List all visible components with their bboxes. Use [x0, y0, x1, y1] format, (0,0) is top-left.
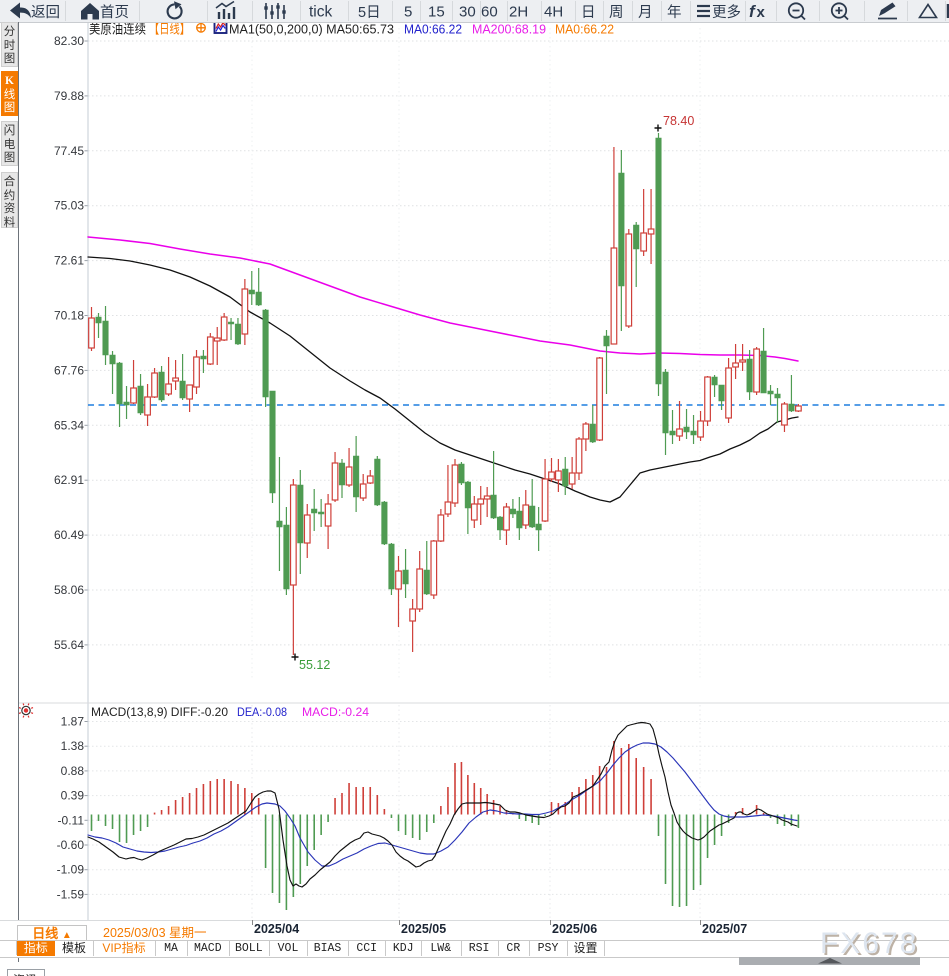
- svg-text:30: 30: [459, 4, 476, 21]
- svg-text:-0.11: -0.11: [58, 813, 85, 827]
- svg-text:DEA:-0.08: DEA:-0.08: [237, 705, 287, 719]
- svg-text:5日: 5日: [358, 5, 381, 21]
- svg-text:MACD(13,8,9) DIFF:-0.20: MACD(13,8,9) DIFF:-0.20: [91, 705, 228, 719]
- svg-text:-1.09: -1.09: [57, 863, 85, 877]
- svg-text:55.64: 55.64: [54, 638, 84, 652]
- svg-text:0.88: 0.88: [61, 764, 85, 778]
- svg-text:tick: tick: [309, 4, 333, 21]
- svg-text:美原油连续: 美原油连续: [89, 22, 146, 37]
- svg-text:79.88: 79.88: [54, 89, 84, 103]
- svg-text:年: 年: [667, 4, 682, 21]
- svg-text:5: 5: [404, 4, 412, 21]
- svg-text:MACD:-0.24: MACD:-0.24: [302, 705, 369, 719]
- svg-text:1.38: 1.38: [61, 739, 85, 753]
- svg-text:MA0:66.22: MA0:66.22: [404, 23, 462, 37]
- svg-text:-0.60: -0.60: [57, 838, 85, 852]
- svg-text:周: 周: [609, 5, 624, 21]
- svg-text:65.34: 65.34: [54, 418, 84, 432]
- svg-text:MA200:68.19: MA200:68.19: [472, 23, 546, 37]
- svg-text:-1.59: -1.59: [57, 887, 85, 901]
- svg-text:67.76: 67.76: [54, 363, 84, 377]
- svg-text:返回: 返回: [31, 4, 60, 21]
- svg-text:日: 日: [581, 5, 596, 21]
- svg-text:0.39: 0.39: [61, 789, 85, 803]
- svg-text:月: 月: [638, 5, 653, 21]
- svg-text:77.45: 77.45: [54, 144, 84, 158]
- svg-text:MA1(50,0,200,0) MA50:65.73: MA1(50,0,200,0) MA50:65.73: [229, 23, 394, 37]
- svg-text:1.87: 1.87: [61, 715, 85, 729]
- svg-text:更多: 更多: [712, 4, 741, 21]
- svg-text:60.49: 60.49: [54, 528, 84, 542]
- svg-text:78.40: 78.40: [663, 114, 694, 128]
- svg-text:75.03: 75.03: [54, 199, 84, 213]
- svg-text:70.18: 70.18: [54, 309, 84, 323]
- svg-text:首页: 首页: [100, 4, 129, 21]
- svg-text:x: x: [757, 4, 766, 21]
- svg-text:82.30: 82.30: [54, 34, 84, 48]
- svg-text:72.61: 72.61: [54, 254, 84, 268]
- svg-text:2H: 2H: [509, 4, 528, 21]
- svg-text:f: f: [749, 2, 757, 21]
- svg-text:15: 15: [428, 4, 445, 21]
- svg-text:MA0:66.22: MA0:66.22: [555, 23, 614, 37]
- svg-text:55.12: 55.12: [299, 658, 330, 672]
- svg-text:62.91: 62.91: [54, 473, 84, 487]
- svg-text:58.06: 58.06: [54, 583, 84, 597]
- svg-text:60: 60: [481, 4, 498, 21]
- svg-text:4H: 4H: [544, 4, 563, 21]
- svg-text:【日线】: 【日线】: [149, 22, 190, 37]
